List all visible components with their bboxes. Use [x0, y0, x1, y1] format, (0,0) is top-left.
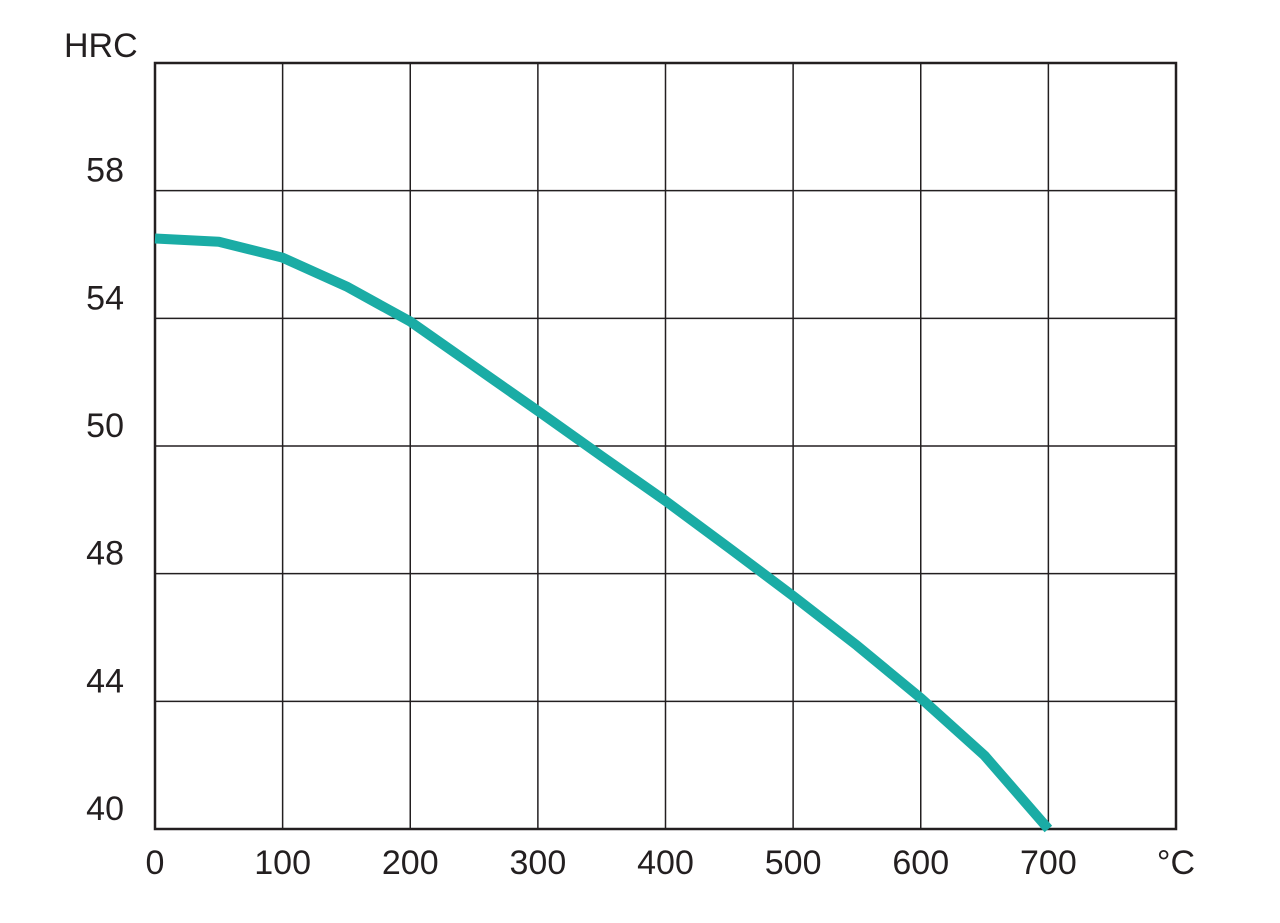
- x-tick-label: 500: [765, 844, 822, 882]
- x-tick-label: 300: [510, 844, 567, 882]
- y-tick-label: 40: [86, 790, 124, 828]
- x-tick-label: 100: [254, 844, 311, 882]
- y-tick-label: 54: [86, 279, 124, 317]
- y-tick-label: 44: [86, 662, 124, 700]
- y-tick-label: 50: [86, 407, 124, 445]
- y-tick-label: 48: [86, 535, 124, 573]
- y-axis-label: HRC: [64, 27, 138, 65]
- data-line: [154, 233, 1053, 833]
- y-tick-label: 58: [86, 152, 124, 190]
- x-tick-label: 600: [892, 844, 949, 882]
- x-tick-label: 200: [382, 844, 439, 882]
- x-tick-label: 0: [146, 844, 165, 882]
- x-tick-label: °C: [1157, 844, 1195, 882]
- x-tick-label: 700: [1020, 844, 1077, 882]
- x-tick-label: 400: [637, 844, 694, 882]
- plot-border: [153, 61, 1178, 831]
